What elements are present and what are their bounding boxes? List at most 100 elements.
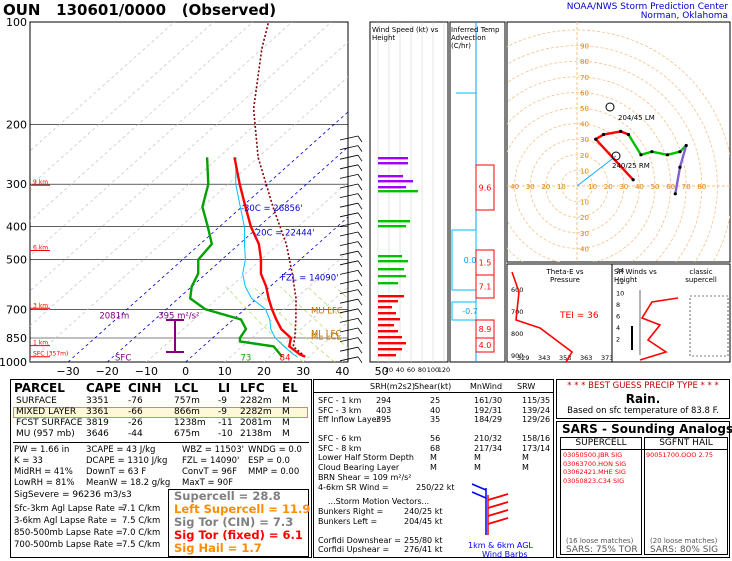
hodo-segment [640, 150, 653, 156]
kinematics-cell: 173/14 [522, 443, 551, 453]
wind-barb [339, 279, 359, 285]
index-value: WBZ = 11503' [182, 445, 244, 455]
storm-motion-value: 255/80 kt [404, 535, 443, 545]
skewt-annotation: 395 m²/s² [158, 312, 199, 322]
lapse-label: 3-6km Agl Lapse Rate = [14, 516, 118, 526]
theta-e-x-label: 373 [601, 354, 613, 362]
sars-supercell-foot-1: (16 loose matches) [566, 537, 634, 545]
brn-shear: BRN Shear = 109 m²/s² [318, 473, 412, 482]
temp-label: 50 [375, 365, 389, 378]
wind-barb-flag [357, 164, 363, 172]
skew-t-diagram: 100 200 300 400 500 700 850 1000 −30 −20 −10 0 10 20 3… [0, 16, 389, 378]
wind-barb-flag [357, 327, 363, 335]
barb-1km-flag [471, 483, 487, 491]
hodo-y-label: 40 [580, 121, 589, 129]
dry-adiabat [225, 286, 304, 362]
wind-barb-flag [357, 183, 363, 191]
temp-label: 20 [257, 365, 271, 378]
parcel-cell: M [282, 429, 290, 439]
temp-adv-box [451, 301, 477, 321]
hodo-segment [651, 150, 668, 156]
wind-barb [339, 270, 359, 275]
wind-speed-bar [378, 354, 396, 357]
skewt-annotation: 84 [280, 354, 291, 364]
isotherm [30, 76, 348, 362]
wind-barb [339, 337, 359, 342]
height-label: SFC (357m) [33, 351, 68, 358]
parcel-cell: 675m [174, 429, 200, 439]
temp-adv-box [475, 164, 495, 211]
sars-hail-foot-2: SARS: 80% SIG [650, 545, 719, 555]
kinematics-cell: M [430, 453, 437, 462]
sars-supercell-box [560, 437, 642, 555]
wind-speed-bar [378, 306, 392, 309]
isotherm [106, 146, 348, 362]
parcel-cell: 2282m [240, 396, 272, 406]
wind-barb-flag [357, 231, 363, 239]
skew-t-plot-area [30, 22, 348, 362]
sr-winds-y-label: 10 [616, 290, 624, 298]
kinematics-cell: 129/26 [522, 415, 551, 424]
pressure-label-700: 700 [6, 303, 27, 316]
sars-supercell-header: SUPERCELL [575, 438, 627, 448]
index-value: LowRH = 81% [14, 478, 75, 488]
index-value: K = 33 [14, 456, 43, 466]
composite-value: Sig Hail = 1.7 [174, 541, 262, 555]
hodo-y-label: 60 [580, 89, 589, 97]
sars-supercell-match: 03062421.MHE SIG [563, 468, 626, 476]
kinematics-cell: Lower Half Storm Depth [318, 453, 414, 462]
parcel-cell: M [282, 407, 290, 417]
hodo-y-label: 70 [580, 74, 589, 82]
barb-6km-flag [487, 493, 509, 501]
index-value: ESP = 0.0 [248, 456, 290, 466]
theta-e-x-label: 329 [517, 354, 529, 362]
kinematics-cell: Cloud Bearing Layer [318, 462, 400, 472]
skewt-annotation: 73 [240, 354, 251, 364]
barb-6km-flag [487, 509, 509, 517]
wind-speed-bar [378, 318, 400, 321]
temp-advection-title: Inferred Temp Advection (C/hr) [451, 26, 500, 50]
index-value: MidRH = 41% [14, 467, 73, 477]
isotherm [30, 41, 348, 327]
theta-e-title: Theta-E vs Pressure [546, 268, 584, 284]
parcel-cell: -66 [128, 407, 143, 417]
hodo-x-label: 40 [635, 183, 644, 191]
wind-speed-bar [378, 162, 408, 165]
kinematics-cell: 184/29 [474, 415, 503, 424]
wind-speed-bar [378, 295, 404, 298]
barbs-caption-2: Wind Barbs [482, 550, 528, 559]
parcel-cell: M [282, 418, 290, 428]
kinematics-cell: M [522, 453, 529, 462]
parcel-header: LCL [174, 381, 199, 395]
wind-barb-graphic [471, 483, 509, 535]
skewt-annotation: 2081m [99, 312, 129, 322]
storm-motion-label: Corfidi Upshear = [318, 545, 390, 554]
storm-motion-value: 204/45 kt [404, 516, 443, 526]
hodo-segment [674, 167, 682, 195]
hodo-point [665, 153, 670, 157]
hodo-y-label-neg: 10 [580, 199, 589, 207]
lapse-label: Sfc-3km Agl Lapse Rate = [14, 504, 125, 514]
hodograph-panel: 40 30 20 10 10 20 30 40 50 60 70 80 10 10 20 20 30 30 40 40… [506, 21, 731, 263]
hodo-plot-area: 40 30 20 10 10 20 30 40 50 60 70 80 10 10 20 20 30 30 40 40… [507, 22, 730, 262]
sr-winds-y-label: 8 [616, 301, 620, 309]
parcel-cell: -44 [128, 429, 143, 439]
datetime: 130601/0000 [56, 1, 167, 19]
hodo-y-label: 50 [580, 105, 589, 113]
skewt-annotation: -30C = 26856' [241, 204, 303, 214]
wind-barb [339, 174, 359, 179]
hodo-x-label: 50 [651, 183, 660, 191]
hodo-ring [507, 76, 687, 262]
lapse-value: 7.5 C/km [122, 540, 161, 550]
kinematics-cell: 192/31 [474, 405, 503, 415]
kinematics-cell: 115/35 [522, 396, 551, 405]
kinematics-cell: Eff Inflow Layer [318, 415, 380, 424]
hodo-y-label: 20 [580, 152, 589, 160]
lapse-value: 7.5 C/km [122, 516, 161, 526]
precip-panel [556, 379, 730, 419]
wind-barb-flag [357, 174, 363, 181]
parcel-trace [252, 22, 306, 358]
lapse-value: 7.0 C/km [122, 528, 161, 538]
